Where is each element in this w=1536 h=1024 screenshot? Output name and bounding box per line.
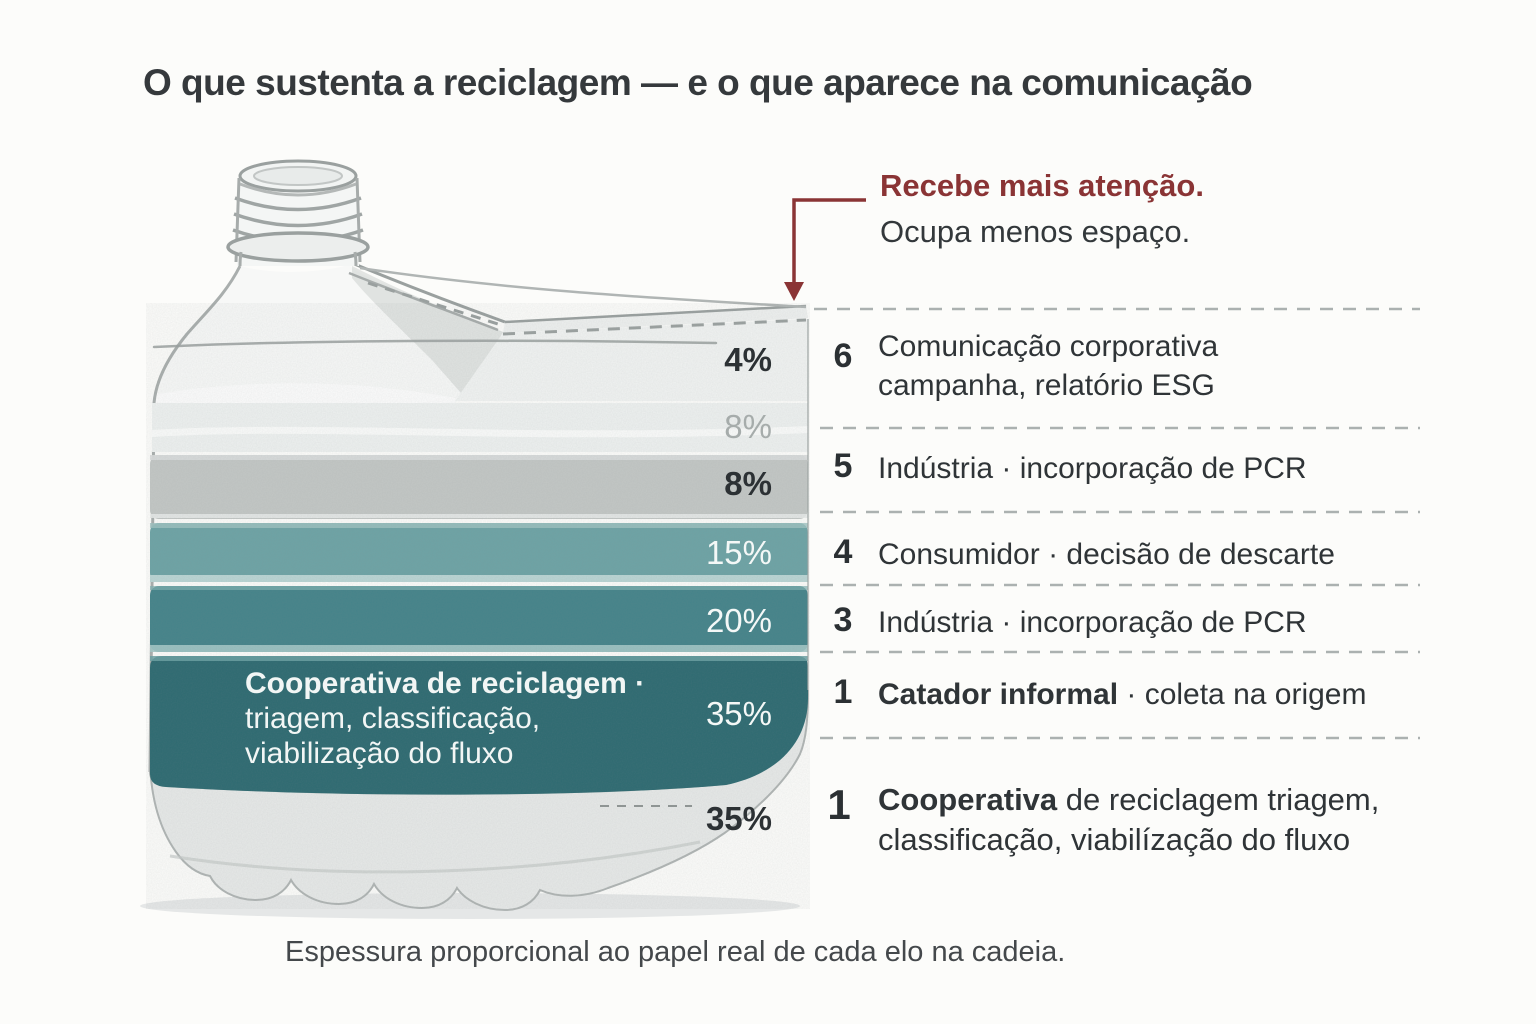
- dashed-separators: [814, 307, 1420, 740]
- pct-label-unlabeled: 8%: [724, 408, 772, 445]
- row-label-industry-5: Indústria · incorporação de PCR: [878, 452, 1307, 485]
- inner-label-line2: triagem, classificação,: [245, 702, 541, 735]
- row-rank-5: 5: [833, 447, 853, 485]
- inner-label-line3: viabilização do fluxo: [245, 737, 514, 770]
- row-label-communication: Comunicação corporativa campanha, relató…: [878, 327, 1218, 405]
- footer-note: Espessura proporcional ao papel real de …: [285, 936, 1066, 968]
- row-rank-6: 6: [833, 337, 853, 375]
- row-label-bold: Cooperativa: [878, 782, 1058, 817]
- pct-label-industry-5: 8%: [724, 465, 772, 502]
- annotation-space: Ocupa menos espaço.: [880, 214, 1191, 249]
- row-label-cooperativa: Cooperativa de reciclagem triagem, class…: [878, 780, 1379, 860]
- row-label-consumer: Consumidor · decisão de descarte: [878, 538, 1335, 571]
- pct-label-cooperative: 35%: [705, 695, 772, 732]
- row-rank-1-cooperativa: 1: [827, 781, 851, 828]
- annotation-attention: Recebe mais atenção.: [880, 168, 1204, 203]
- row-label-industry-3: Indústria · incorporação de PCR: [878, 606, 1307, 639]
- pct-label-industry-3: 20%: [705, 602, 772, 639]
- pct-label-base: 35%: [705, 800, 772, 837]
- row-label-catador: Catador informal · coleta na origem: [878, 675, 1366, 714]
- page-title: O que sustenta a reciclagem — e o que ap…: [143, 62, 1253, 103]
- row-rank-1-catador: 1: [833, 673, 853, 711]
- row-label-line: Cooperativa de reciclagem triagem,: [878, 780, 1379, 820]
- row-label-line: campanha, relatório ESG: [878, 369, 1215, 402]
- row-rank-4: 4: [833, 533, 853, 571]
- pct-label-consumer: 15%: [705, 534, 772, 571]
- attention-arrow-icon: [784, 198, 866, 301]
- row-label-rest: · coleta na origem: [1118, 678, 1367, 711]
- row-label-line: classificação, viabilízação do fluxo: [878, 822, 1351, 857]
- row-label-line: Comunicação corporativa: [878, 330, 1219, 363]
- bottle-neck: [226, 159, 370, 267]
- texture-overlay: [146, 303, 810, 909]
- pct-label-communication: 4%: [724, 341, 772, 378]
- inner-label-line1: Cooperativa de reciclagem ·: [245, 667, 646, 700]
- row-rank-3: 3: [833, 601, 853, 639]
- bottle-inner-label: Cooperativa de reciclagem · triagem, cla…: [245, 666, 645, 771]
- row-label-rest: de reciclagem triagem,: [1057, 782, 1380, 817]
- row-label-bold: Catador informal: [878, 678, 1119, 711]
